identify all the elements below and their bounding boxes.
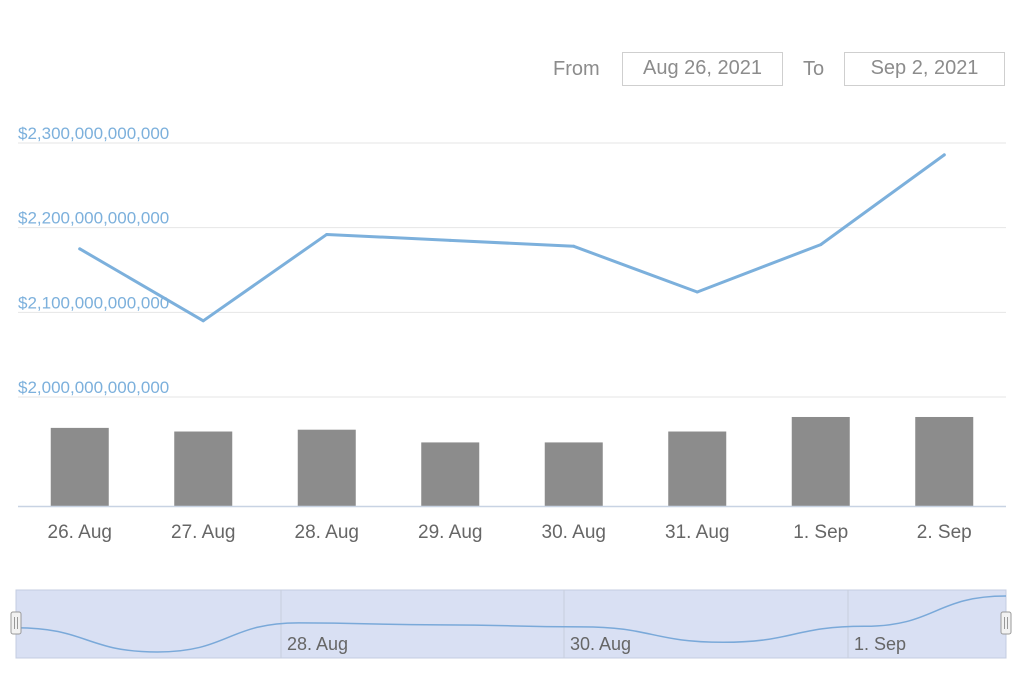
x-tick-label: 28. Aug bbox=[295, 522, 359, 543]
x-tick-label: 2. Sep bbox=[917, 522, 972, 543]
from-date-input[interactable]: Aug 26, 2021 bbox=[622, 52, 783, 86]
volume-bar bbox=[297, 429, 356, 506]
price-point bbox=[201, 319, 205, 323]
grid-lines bbox=[18, 142, 1006, 398]
navigator-tick-label: 30. Aug bbox=[570, 634, 631, 654]
volume-bar bbox=[791, 416, 850, 506]
price-point bbox=[695, 290, 699, 294]
price-point bbox=[819, 243, 823, 247]
x-tick-label: 31. Aug bbox=[665, 522, 729, 543]
price-point bbox=[78, 247, 82, 251]
navigator-right-handle[interactable] bbox=[1000, 611, 1012, 635]
price-point bbox=[942, 153, 946, 157]
volume-bar bbox=[915, 416, 974, 506]
to-label: To bbox=[803, 58, 825, 80]
volume-bar bbox=[668, 431, 727, 506]
navigator[interactable]: 28. Aug 30. Aug 1. Sep bbox=[10, 589, 1012, 659]
x-tick-label: 30. Aug bbox=[542, 522, 606, 543]
x-tick-label: 27. Aug bbox=[171, 522, 235, 543]
price-series bbox=[78, 153, 946, 323]
price-point bbox=[572, 244, 576, 248]
volume-bar bbox=[544, 442, 603, 506]
y-tick-label: $2,100,000,000,000 bbox=[18, 293, 169, 312]
x-tick-label: 1. Sep bbox=[793, 522, 848, 543]
y-tick-label: $2,200,000,000,000 bbox=[18, 209, 169, 228]
x-axis: 26. Aug 27. Aug 28. Aug 29. Aug 30. Aug 31. A… bbox=[18, 505, 1006, 543]
x-tick-label: 26. Aug bbox=[48, 522, 112, 543]
price-point bbox=[325, 232, 329, 236]
volume-bars bbox=[50, 416, 974, 506]
price-line bbox=[78, 153, 946, 323]
navigator-mask[interactable] bbox=[15, 589, 1007, 659]
to-date-input[interactable]: Sep 2, 2021 bbox=[844, 52, 1005, 86]
from-label: From bbox=[553, 58, 600, 80]
navigator-tick-label: 28. Aug bbox=[287, 634, 348, 654]
price-point bbox=[448, 238, 452, 242]
y-tick-label: $2,000,000,000,000 bbox=[18, 378, 169, 397]
navigator-left-handle[interactable] bbox=[10, 611, 22, 635]
volume-bar bbox=[174, 431, 233, 506]
navigator-series bbox=[15, 595, 1007, 653]
volume-bar bbox=[50, 427, 109, 506]
volume-bar bbox=[421, 442, 480, 506]
range-selector: From Aug 26, 2021 To Sep 2, 2021 bbox=[0, 52, 1024, 90]
y-tick-label: $2,300,000,000,000 bbox=[18, 124, 169, 143]
y-axis-labels: $2,300,000,000,000 $2,200,000,000,000 $2,1… bbox=[18, 124, 169, 397]
x-tick-label: 29. Aug bbox=[418, 522, 482, 543]
navigator-tick-label: 1. Sep bbox=[854, 634, 906, 654]
